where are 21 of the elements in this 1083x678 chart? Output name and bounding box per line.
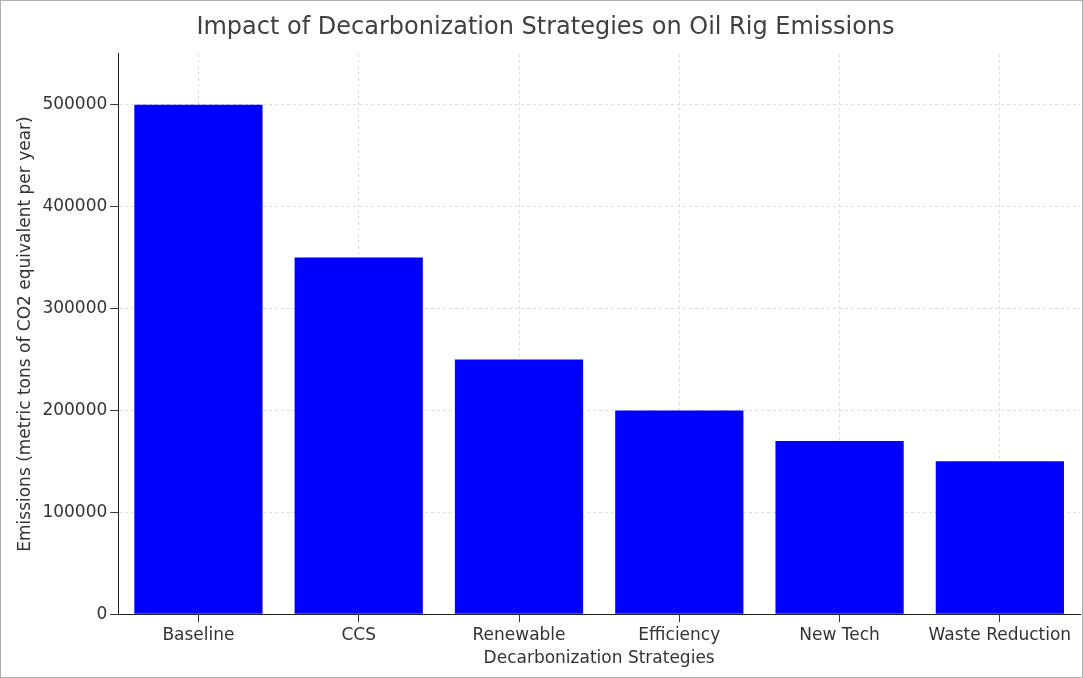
x-tick-label: New Tech [799, 623, 880, 644]
chart-title: Impact of Decarbonization Strategies on Oil Rig Emissions [196, 11, 895, 40]
x-axis-title: Decarbonization Strategies [483, 647, 715, 668]
x-tick-label: Efficiency [638, 623, 721, 644]
y-tick-label: 400000 [42, 195, 108, 216]
bar [615, 410, 744, 614]
bar [134, 104, 263, 614]
y-tick-label: 300000 [42, 296, 108, 317]
x-tick-label: CCS [341, 623, 376, 644]
y-tick-label: 100000 [42, 500, 108, 521]
x-tick-label: Waste Reduction [928, 623, 1072, 644]
y-tick-label: 500000 [42, 93, 108, 114]
bar [935, 461, 1064, 614]
y-tick-label: 200000 [42, 398, 108, 419]
bar [775, 440, 904, 614]
bar [294, 257, 423, 614]
x-tick-label: Renewable [472, 623, 566, 644]
y-axis-title: Emissions (metric tons of CO2 equivalent per year) [13, 116, 34, 552]
bar [454, 359, 584, 614]
x-tick-label: Baseline [162, 623, 235, 644]
y-tick-label: 0 [96, 602, 108, 623]
